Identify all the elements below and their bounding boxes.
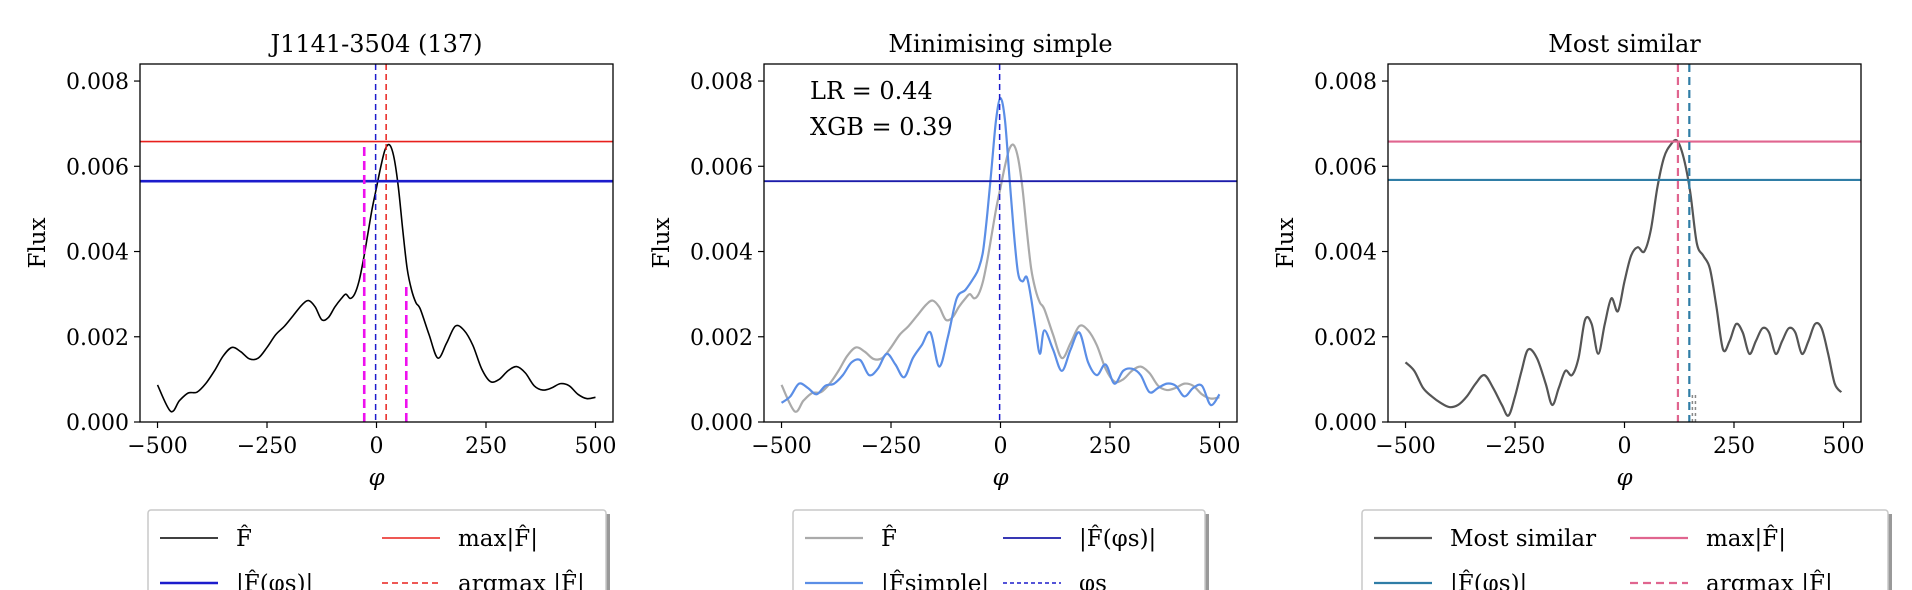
y-tick-label: 0.000 [66,411,129,436]
y-axis-label: Flux [25,217,51,268]
legend-label: |F̂(φs)| [1079,526,1156,552]
y-tick-label: 0.002 [1314,326,1377,351]
x-axis-label: φ [368,465,385,491]
annotation-text: XGB = 0.39 [810,113,953,141]
legend-3: Most similar max|F̂| |F̂(φs)| argmax |F̂| [1361,509,1892,590]
x-tick-label: 250 [1089,434,1131,459]
x-tick-label: 0 [370,434,384,459]
chart-panel-2: −500 −250 0 250 500 0.000 0.002 0.004 0.006 0.008… [649,30,1240,491]
legend-label: |F̂simple| [881,571,989,590]
x-tick-label: 500 [574,434,616,459]
y-tick-label: 0.006 [1314,155,1377,180]
legend-label: |F̂(φs)| [236,571,313,590]
x-tick-label: 500 [1822,434,1864,459]
x-tick-label: −500 [127,434,187,459]
chart-title: J1141-3504 (137) [267,30,482,58]
y-axis-label: Flux [1273,217,1299,268]
chart-panel-1: −500 −250 0 250 500 0.000 0.002 0.004 0.006 0.008… [25,30,616,491]
plot-area [1388,64,1861,422]
chart-title: Most similar [1548,30,1701,58]
x-axis-label: φ [992,465,1009,491]
x-tick-label: −250 [237,434,297,459]
x-tick-label: 0 [1618,434,1632,459]
y-tick-label: 0.004 [690,241,753,266]
legend-label: Most similar [1450,526,1596,552]
series-1-0 [780,143,1220,413]
y-tick-label: 0.006 [690,155,753,180]
legend-label: max|F̂| [1706,526,1786,552]
series-1-1 [780,97,1221,407]
y-tick-label: 0.008 [66,70,129,95]
legend-label: φs [1079,571,1107,590]
chart-panel-3: −500 −250 0 250 500 0.000 0.002 0.004 0.006 0.008… [1273,30,1864,491]
x-tick-label: −250 [861,434,921,459]
annotation-text: LR = 0.44 [810,77,933,105]
x-tick-label: 0 [994,434,1008,459]
legend-label: max|F̂| [458,526,538,552]
y-tick-label: 0.000 [690,411,753,436]
y-axis-label: Flux [649,217,675,268]
y-tick-label: 0.000 [1314,411,1377,436]
legend-label: |F̂(φs)| [1450,571,1527,590]
chart-title: Minimising simple [888,30,1112,58]
legend-1: F̂ max|F̂| |F̂(φs)| argmax |F̂| [147,509,610,590]
series-0-0 [156,143,596,413]
x-tick-label: −500 [751,434,811,459]
y-tick-label: 0.006 [66,155,129,180]
x-tick-label: 500 [1198,434,1240,459]
x-tick-label: 250 [465,434,507,459]
x-tick-label: −250 [1485,434,1545,459]
x-tick-label: −500 [1375,434,1435,459]
axes-frame [1387,63,1862,423]
legend-label: argmax |F̂| [458,571,585,590]
y-tick-label: 0.008 [1314,70,1377,95]
plot-area [140,64,613,422]
legend-label: F̂ [236,526,252,552]
plot-area [764,64,1237,422]
y-tick-label: 0.002 [690,326,753,351]
x-tick-label: 250 [1713,434,1755,459]
y-tick-label: 0.008 [690,70,753,95]
x-axis-label: φ [1616,465,1633,491]
legend-label: argmax |F̂| [1706,571,1833,590]
y-tick-label: 0.002 [66,326,129,351]
legend-label: F̂ [881,526,897,552]
series-2-0 [1404,138,1843,417]
legend-2: F̂ |F̂(φs)| |F̂simple| φs [792,509,1209,590]
y-tick-label: 0.004 [1314,241,1377,266]
y-tick-label: 0.004 [66,241,129,266]
axes-frame [139,63,614,423]
